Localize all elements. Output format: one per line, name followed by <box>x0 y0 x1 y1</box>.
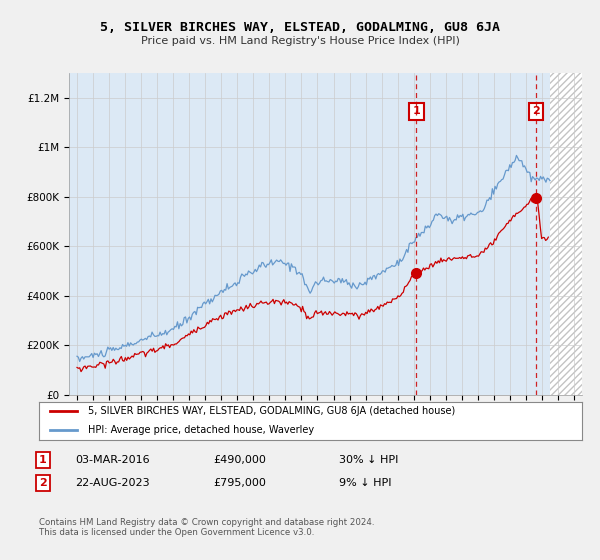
Text: 9% ↓ HPI: 9% ↓ HPI <box>339 478 391 488</box>
Bar <box>550 73 582 395</box>
Text: 03-MAR-2016: 03-MAR-2016 <box>75 455 149 465</box>
Text: 2: 2 <box>39 478 47 488</box>
Text: 22-AUG-2023: 22-AUG-2023 <box>75 478 149 488</box>
Bar <box>550 73 582 395</box>
Text: HPI: Average price, detached house, Waverley: HPI: Average price, detached house, Wave… <box>88 425 314 435</box>
Text: 5, SILVER BIRCHES WAY, ELSTEAD, GODALMING, GU8 6JA (detached house): 5, SILVER BIRCHES WAY, ELSTEAD, GODALMIN… <box>88 406 455 416</box>
Text: £795,000: £795,000 <box>213 478 266 488</box>
Text: 5, SILVER BIRCHES WAY, ELSTEAD, GODALMING, GU8 6JA: 5, SILVER BIRCHES WAY, ELSTEAD, GODALMIN… <box>100 21 500 34</box>
Text: 1: 1 <box>39 455 47 465</box>
Text: 1: 1 <box>413 106 420 116</box>
Text: £490,000: £490,000 <box>213 455 266 465</box>
Text: Price paid vs. HM Land Registry's House Price Index (HPI): Price paid vs. HM Land Registry's House … <box>140 36 460 46</box>
Text: 2: 2 <box>532 106 540 116</box>
Text: 30% ↓ HPI: 30% ↓ HPI <box>339 455 398 465</box>
Text: Contains HM Land Registry data © Crown copyright and database right 2024.
This d: Contains HM Land Registry data © Crown c… <box>39 518 374 538</box>
